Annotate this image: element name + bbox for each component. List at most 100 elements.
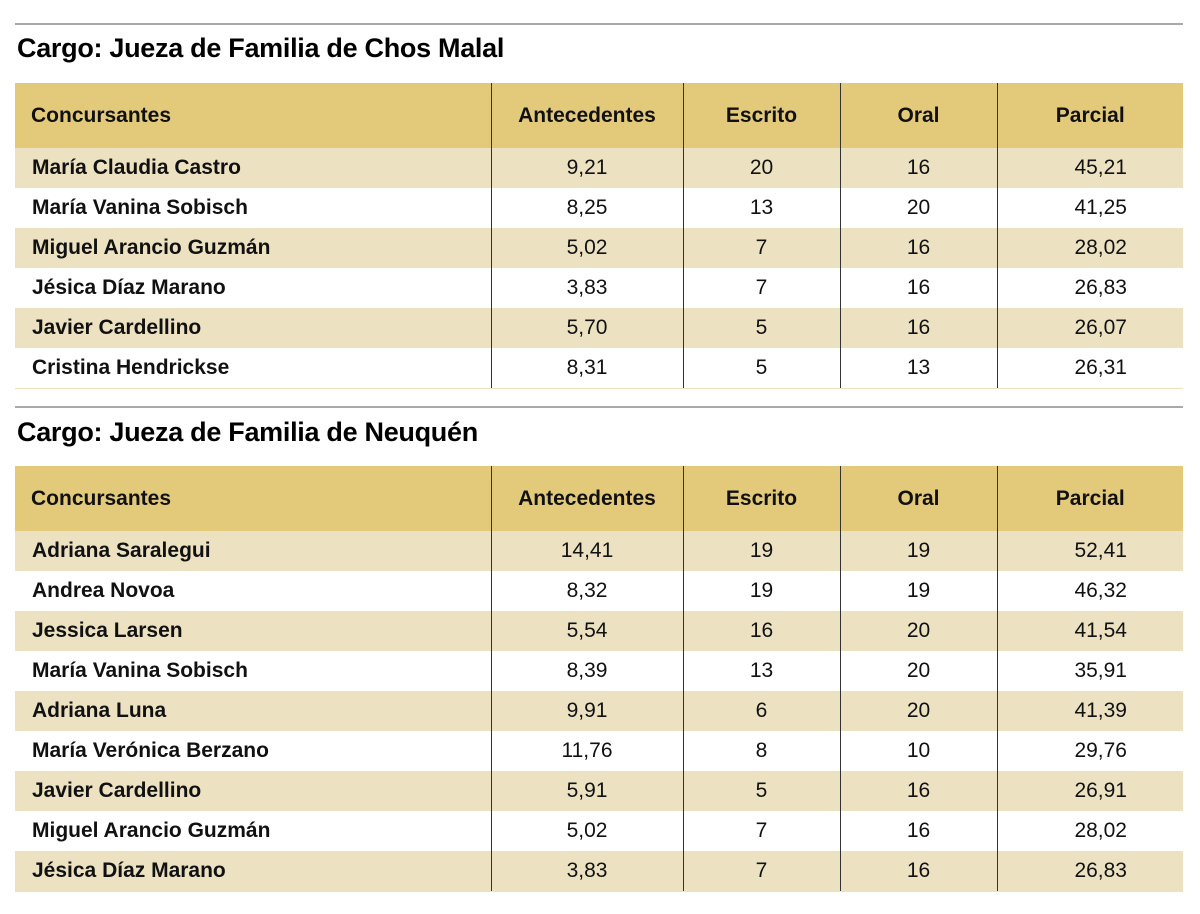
cell-oral: 16 bbox=[839, 148, 997, 188]
cell-oral: 19 bbox=[839, 531, 997, 571]
cell-name: María Vanina Sobisch bbox=[32, 659, 248, 682]
column-header-escrito: Escrito bbox=[682, 83, 840, 148]
cell-oral: 10 bbox=[839, 731, 997, 771]
cell-oral: 16 bbox=[839, 811, 997, 851]
cell-parcial: 26,83 bbox=[996, 851, 1183, 892]
cell-oral: 16 bbox=[839, 771, 997, 811]
cell-antecedentes: 11,76 bbox=[490, 731, 683, 771]
cell-name: Adriana Saralegui bbox=[15, 531, 491, 571]
cell-antecedentes: 5,02 bbox=[490, 228, 683, 268]
column-header-oral: Oral bbox=[839, 466, 997, 531]
table-row: Javier Cardellino 5,91 5 16 26,91 bbox=[15, 771, 1183, 811]
cell-antecedentes: 8,25 bbox=[490, 188, 683, 228]
cell-parcial: 41,54 bbox=[996, 611, 1183, 651]
section-divider bbox=[15, 406, 1183, 408]
cell-escrito: 19 bbox=[682, 531, 840, 571]
cell-name: María Claudia Castro bbox=[15, 148, 491, 188]
cell-escrito: 7 bbox=[682, 228, 840, 268]
cell-oral: 16 bbox=[839, 228, 997, 268]
cell-name: Andrea Novoa bbox=[32, 579, 175, 602]
cell-antecedentes: 9,21 bbox=[490, 148, 683, 188]
cell-oral: 19 bbox=[839, 571, 997, 611]
column-header-parcial: Parcial bbox=[996, 83, 1183, 148]
table-row: Cristina Hendrickse 8,31 5 13 26,31 bbox=[15, 348, 1183, 389]
cell-escrito: 5 bbox=[682, 348, 840, 389]
cell-antecedentes: 9,91 bbox=[490, 691, 683, 731]
cell-escrito: 7 bbox=[682, 851, 840, 892]
results-table-neuquen: Concursantes Antecedentes Escrito Oral Parci… bbox=[15, 466, 1183, 892]
table-header-row: Concursantes Antecedentes Escrito Oral Parci… bbox=[15, 83, 1183, 148]
cell-name: Adriana Luna bbox=[15, 691, 491, 731]
cell-escrito: 7 bbox=[682, 268, 840, 308]
cell-name: María Vanina Sobisch bbox=[32, 196, 248, 219]
table-row: Adriana Luna 9,91 6 20 41,39 bbox=[15, 691, 1183, 731]
table-row: Jessica Larsen 5,54 16 20 41,54 bbox=[15, 611, 1183, 651]
cell-parcial: 52,41 bbox=[996, 531, 1183, 571]
cell-escrito: 20 bbox=[682, 148, 840, 188]
cell-name: Cristina Hendrickse bbox=[15, 348, 491, 389]
table-row: Jésica Díaz Marano 3,83 7 16 26,83 bbox=[15, 851, 1183, 892]
cell-parcial: 45,21 bbox=[996, 148, 1183, 188]
column-header-oral: Oral bbox=[839, 83, 997, 148]
table-row: Andrea Novoa 8,32 19 19 46,32 bbox=[15, 571, 1183, 611]
table-row: Jésica Díaz Marano 3,83 7 16 26,83 bbox=[15, 268, 1183, 308]
cell-oral: 13 bbox=[839, 348, 997, 389]
cell-antecedentes: 5,02 bbox=[490, 811, 683, 851]
cell-antecedentes: 8,39 bbox=[490, 651, 683, 691]
cell-parcial: 41,39 bbox=[996, 691, 1183, 731]
cell-escrito: 8 bbox=[682, 731, 840, 771]
cell-parcial: 26,07 bbox=[996, 308, 1183, 348]
section-title-chos-malal: Cargo: Jueza de Familia de Chos Malal bbox=[17, 33, 505, 63]
column-header-antecedentes: Antecedentes bbox=[490, 466, 683, 531]
cell-antecedentes: 5,70 bbox=[490, 308, 683, 348]
cell-name: María Verónica Berzano bbox=[32, 739, 269, 762]
cell-escrito: 5 bbox=[682, 308, 840, 348]
table-row: María Vanina Sobisch 8,39 13 20 35,91 bbox=[15, 651, 1183, 691]
cell-parcial: 46,32 bbox=[996, 571, 1183, 611]
column-header-escrito: Escrito bbox=[682, 466, 840, 531]
cell-escrito: 13 bbox=[682, 188, 840, 228]
results-table-chos-malal: Concursantes Antecedentes Escrito Oral Parci… bbox=[15, 83, 1183, 389]
cell-antecedentes: 5,91 bbox=[490, 771, 683, 811]
cell-escrito: 6 bbox=[682, 691, 840, 731]
cell-oral: 16 bbox=[839, 851, 997, 892]
cell-name: Jésica Díaz Marano bbox=[15, 851, 491, 892]
cell-oral: 20 bbox=[839, 611, 997, 651]
column-header-antecedentes: Antecedentes bbox=[490, 83, 683, 148]
table-row: María Verónica Berzano 11,76 8 10 29,76 bbox=[15, 731, 1183, 771]
table-row: Adriana Saralegui 14,41 19 19 52,41 bbox=[15, 531, 1183, 571]
cell-escrito: 19 bbox=[682, 571, 840, 611]
cell-escrito: 13 bbox=[682, 651, 840, 691]
cell-antecedentes: 3,83 bbox=[490, 268, 683, 308]
cell-name: Jessica Larsen bbox=[15, 611, 491, 651]
cell-parcial: 35,91 bbox=[996, 651, 1183, 691]
table-header-row: Concursantes Antecedentes Escrito Oral Parci… bbox=[15, 466, 1183, 531]
cell-oral: 16 bbox=[839, 268, 997, 308]
cell-oral: 20 bbox=[839, 651, 997, 691]
cell-escrito: 16 bbox=[682, 611, 840, 651]
column-header-name: Concursantes bbox=[15, 83, 491, 148]
cell-name: Javier Cardellino bbox=[15, 308, 491, 348]
cell-parcial: 26,83 bbox=[996, 268, 1183, 308]
cell-oral: 20 bbox=[839, 691, 997, 731]
cell-parcial: 26,31 bbox=[996, 348, 1183, 389]
cell-oral: 20 bbox=[839, 188, 997, 228]
table-row: Javier Cardellino 5,70 5 16 26,07 bbox=[15, 308, 1183, 348]
section-title-neuquen: Cargo: Jueza de Familia de Neuquén bbox=[17, 417, 478, 447]
cell-oral: 16 bbox=[839, 308, 997, 348]
table-row: Miguel Arancio Guzmán 5,02 7 16 28,02 bbox=[15, 228, 1183, 268]
cell-antecedentes: 3,83 bbox=[490, 851, 683, 892]
cell-antecedentes: 8,31 bbox=[490, 348, 683, 389]
cell-escrito: 5 bbox=[682, 771, 840, 811]
cell-antecedentes: 14,41 bbox=[490, 531, 683, 571]
cell-escrito: 7 bbox=[682, 811, 840, 851]
cell-parcial: 26,91 bbox=[996, 771, 1183, 811]
column-header-parcial: Parcial bbox=[996, 466, 1183, 531]
cell-antecedentes: 5,54 bbox=[490, 611, 683, 651]
cell-name: Jésica Díaz Marano bbox=[32, 276, 226, 299]
table-row: María Claudia Castro 9,21 20 16 45,21 bbox=[15, 148, 1183, 188]
cell-name: Miguel Arancio Guzmán bbox=[32, 819, 271, 842]
cell-parcial: 29,76 bbox=[996, 731, 1183, 771]
cell-antecedentes: 8,32 bbox=[490, 571, 683, 611]
table-row: María Vanina Sobisch 8,25 13 20 41,25 bbox=[15, 188, 1183, 228]
